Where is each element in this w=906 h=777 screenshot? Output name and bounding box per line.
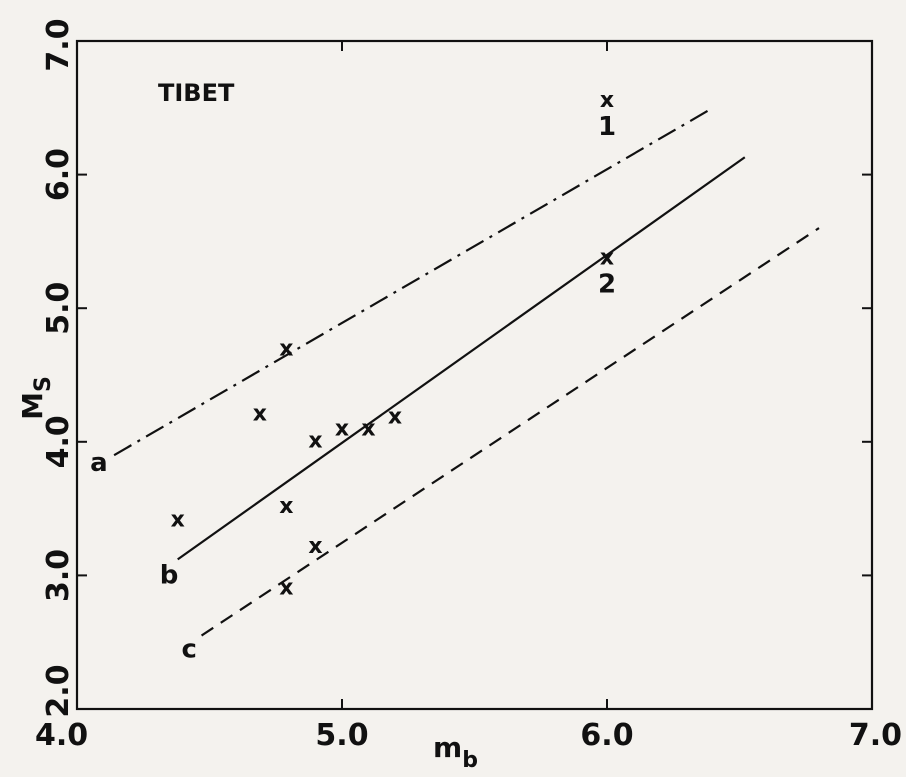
- data-point: x: [308, 428, 322, 453]
- data-point: x: [308, 534, 322, 559]
- y-tick-label: 2.0: [41, 664, 76, 717]
- data-point: x: [253, 402, 267, 427]
- data-point: x: [279, 575, 293, 600]
- y-tick-label: 5.0: [41, 282, 76, 335]
- y-tick-label: 4.0: [41, 415, 76, 468]
- x-tick-labels: 4.0 5.0 6.0 7.0: [35, 718, 902, 753]
- y-tick-label: 7.0: [41, 18, 76, 71]
- line-annotations: a b c 1 2: [90, 112, 616, 665]
- line-label-a: a: [90, 448, 108, 478]
- x-axis-label: mb: [433, 731, 478, 773]
- axis-ticks: [76, 40, 873, 710]
- y-tick-label: 6.0: [41, 148, 76, 201]
- line-label-b: b: [160, 560, 179, 590]
- x-tick-label: 7.0: [849, 718, 902, 753]
- line-label-c: c: [182, 635, 197, 665]
- y-axis-label-main: M: [16, 392, 49, 420]
- y-axis-label: MS: [16, 376, 56, 420]
- x-tick-label: 5.0: [315, 718, 368, 753]
- data-point: x: [279, 494, 293, 519]
- chart-title: TIBET: [158, 79, 235, 107]
- plot-frame: [75, 39, 874, 711]
- y-tick-labels: 2.0 3.0 4.0 5.0 6.0 7.0: [41, 18, 76, 717]
- fit-line-c: [200, 227, 820, 637]
- x-tick-label: 6.0: [580, 718, 633, 753]
- data-point: x: [171, 507, 185, 532]
- data-point: x: [600, 88, 614, 113]
- y-axis-label-subscript: S: [31, 376, 56, 392]
- y-tick-label: 3.0: [41, 549, 76, 602]
- x-axis-label-main: m: [433, 731, 462, 764]
- data-point: x: [335, 416, 349, 441]
- fit-line-b: [177, 156, 746, 561]
- data-point: x: [388, 404, 402, 429]
- fit-line-a: [113, 106, 714, 457]
- point-label-1: 1: [598, 112, 616, 142]
- point-label-2: 2: [598, 269, 616, 299]
- x-tick-label: 4.0: [35, 718, 88, 753]
- data-point: x: [600, 245, 614, 270]
- data-point: x: [361, 416, 375, 441]
- fit-lines: [113, 106, 820, 637]
- data-point: x: [279, 336, 293, 361]
- x-axis-label-subscript: b: [462, 748, 478, 773]
